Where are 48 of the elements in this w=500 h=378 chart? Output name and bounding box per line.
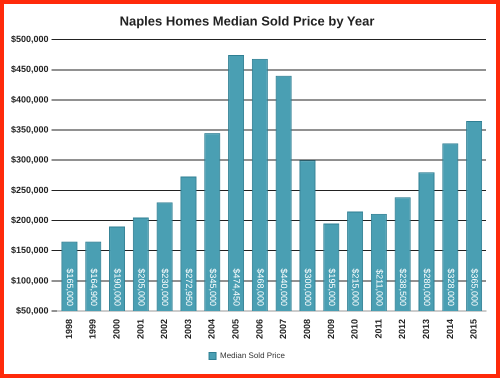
data-label: $280,000 <box>422 268 432 306</box>
x-tick-label: 2013 <box>420 318 431 340</box>
data-label: $215,000 <box>350 268 361 306</box>
y-tick-label: $300,000 <box>10 154 49 165</box>
data-label: $164,900 <box>88 268 99 306</box>
data-label: $272,950 <box>184 268 194 306</box>
data-label: $205,000 <box>136 268 146 306</box>
x-tick-label: 2002 <box>159 318 170 340</box>
data-label: $474,450 <box>232 268 242 306</box>
x-tick-label: 2009 <box>326 318 336 340</box>
x-tick-label: 2000 <box>112 318 122 340</box>
x-tick-label: 2014 <box>444 318 455 340</box>
legend-label: Median Sold Price <box>220 351 286 360</box>
data-label: $300,000 <box>302 268 313 306</box>
x-tick-label: 2006 <box>254 318 264 340</box>
y-tick-label: $400,000 <box>10 94 49 104</box>
x-tick-label: 2012 <box>397 318 408 340</box>
x-tick-label: 2008 <box>302 318 312 340</box>
x-tick-label: 2010 <box>350 318 360 340</box>
data-label: $190,000 <box>112 268 123 306</box>
data-label: $365,000 <box>470 268 480 306</box>
data-label: $165,000 <box>64 268 75 306</box>
data-label: $195,000 <box>326 268 337 306</box>
data-label: $211,000 <box>374 269 384 306</box>
data-label: $468,000 <box>255 268 266 306</box>
x-tick-label: 2011 <box>373 318 384 339</box>
x-tick-label: 2004 <box>206 318 217 340</box>
x-tick-label: 2015 <box>468 318 479 340</box>
x-tick-label: 2003 <box>182 318 193 340</box>
x-tick-label: 2005 <box>230 318 241 340</box>
chart-title: Naples Homes Median Sold Price by Year <box>120 13 374 28</box>
data-label: $230,000 <box>160 268 170 306</box>
x-tick-label: 2001 <box>135 318 146 340</box>
y-tick-label: $100,000 <box>10 275 49 286</box>
data-label: $345,000 <box>208 268 218 306</box>
y-tick-label: $250,000 <box>10 184 49 195</box>
x-tick-label: 1999 <box>88 318 98 340</box>
x-tick-label: 2007 <box>278 318 288 340</box>
y-tick-label: $350,000 <box>10 124 49 135</box>
x-tick-label: 1998 <box>64 318 74 340</box>
y-tick-label: $150,000 <box>10 245 49 256</box>
data-label: $328,000 <box>446 268 456 306</box>
y-tick-label: $50,000 <box>16 305 49 316</box>
y-tick-label: $450,000 <box>10 64 49 74</box>
y-tick-label: $500,000 <box>10 34 49 44</box>
data-label: $440,000 <box>279 268 290 306</box>
data-label: $238,500 <box>398 268 408 306</box>
y-tick-label: $200,000 <box>10 215 49 226</box>
